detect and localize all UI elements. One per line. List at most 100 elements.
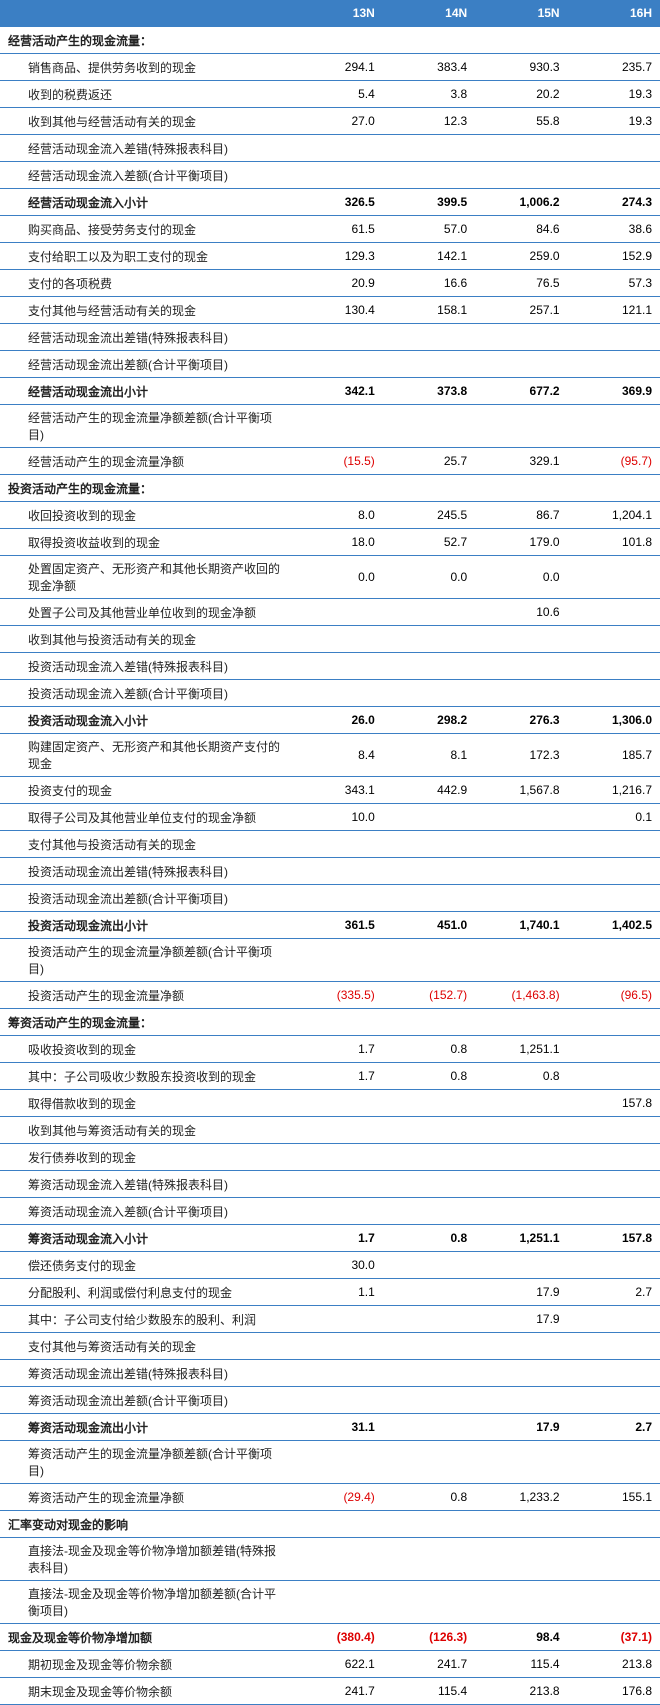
row-label: 投资活动现金流入差额(合计平衡项目) (0, 680, 290, 707)
cell (475, 405, 567, 448)
cell: 442.9 (383, 777, 475, 804)
cell (568, 324, 660, 351)
cell: 98.4 (475, 1624, 567, 1651)
cell: 276.3 (475, 707, 567, 734)
cell: 1.1 (290, 1279, 382, 1306)
table-row: 筹资活动产生的现金流量净额差额(合计平衡项目) (0, 1441, 660, 1484)
cell (290, 324, 382, 351)
cell: 158.1 (383, 297, 475, 324)
cell (475, 1441, 567, 1484)
cell: 342.1 (290, 378, 382, 405)
cell (475, 1581, 567, 1624)
cell (475, 1171, 567, 1198)
cell: 17.9 (475, 1306, 567, 1333)
table-row: 销售商品、提供劳务收到的现金294.1383.4930.3235.7 (0, 54, 660, 81)
cell: 1,251.1 (475, 1225, 567, 1252)
row-label: 其中：子公司吸收少数股东投资收到的现金 (0, 1063, 290, 1090)
cell: 930.3 (475, 54, 567, 81)
cell (383, 858, 475, 885)
cell (383, 1279, 475, 1306)
cell: 27.0 (290, 108, 382, 135)
cell: 19.3 (568, 81, 660, 108)
cell: 8.1 (383, 734, 475, 777)
row-label: 处置子公司及其他营业单位收到的现金净额 (0, 599, 290, 626)
row-label: 投资活动现金流出差错(特殊报表科目) (0, 858, 290, 885)
table-row: 取得投资收益收到的现金18.052.7179.0101.8 (0, 529, 660, 556)
cell (568, 858, 660, 885)
cell (383, 1333, 475, 1360)
row-label: 收回投资收到的现金 (0, 502, 290, 529)
cell: 329.1 (475, 448, 567, 475)
row-label: 筹资活动现金流出差错(特殊报表科目) (0, 1360, 290, 1387)
cell (290, 1387, 382, 1414)
row-label: 期初现金及现金等价物余额 (0, 1651, 290, 1678)
cell (568, 1360, 660, 1387)
table-row: 经营活动现金流入差错(特殊报表科目) (0, 135, 660, 162)
table-row: 收回投资收到的现金8.0245.586.71,204.1 (0, 502, 660, 529)
row-label: 投资活动现金流出差额(合计平衡项目) (0, 885, 290, 912)
header-col-3: 15N (475, 0, 567, 27)
table-row: 分配股利、利润或偿付利息支付的现金1.117.92.7 (0, 1279, 660, 1306)
row-label: 经营活动现金流出差错(特殊报表科目) (0, 324, 290, 351)
table-row: 支付其他与投资活动有关的现金 (0, 831, 660, 858)
cell (383, 27, 475, 54)
cell: 38.6 (568, 216, 660, 243)
cell: 57.0 (383, 216, 475, 243)
row-label: 支付其他与经营活动有关的现金 (0, 297, 290, 324)
row-label: 经营活动现金流出差额(合计平衡项目) (0, 351, 290, 378)
cell (475, 626, 567, 653)
table-row: 收到的税费返还5.43.820.219.3 (0, 81, 660, 108)
cell: 1,216.7 (568, 777, 660, 804)
table-row: 期末现金及现金等价物余额241.7115.4213.8176.8 (0, 1678, 660, 1705)
cell (568, 1581, 660, 1624)
cell (568, 680, 660, 707)
cell (568, 653, 660, 680)
row-label: 支付的各项税费 (0, 270, 290, 297)
cell (568, 1333, 660, 1360)
cell: 0.1 (568, 804, 660, 831)
row-label: 投资活动现金流入差错(特殊报表科目) (0, 653, 290, 680)
cell (290, 351, 382, 378)
cell (383, 626, 475, 653)
cell (568, 831, 660, 858)
cell: 20.9 (290, 270, 382, 297)
cell (383, 1252, 475, 1279)
cell (475, 1144, 567, 1171)
row-label: 其中：子公司支付给少数股东的股利、利润 (0, 1306, 290, 1333)
row-label: 取得借款收到的现金 (0, 1090, 290, 1117)
table-row: 支付的各项税费20.916.676.557.3 (0, 270, 660, 297)
cell (475, 1333, 567, 1360)
table-row: 吸收投资收到的现金1.70.81,251.1 (0, 1036, 660, 1063)
cell: 142.1 (383, 243, 475, 270)
cell (568, 885, 660, 912)
cell (290, 939, 382, 982)
cell (475, 1387, 567, 1414)
table-row: 经营活动产生的现金流量： (0, 27, 660, 54)
cell: 361.5 (290, 912, 382, 939)
row-label: 投资活动产生的现金流量净额 (0, 982, 290, 1009)
cell: 241.7 (383, 1651, 475, 1678)
header-blank (0, 0, 290, 27)
cell (383, 405, 475, 448)
cell: 57.3 (568, 270, 660, 297)
table-row: 筹资活动现金流出差额(合计平衡项目) (0, 1387, 660, 1414)
row-label: 偿还债务支付的现金 (0, 1252, 290, 1279)
cell (568, 626, 660, 653)
cell (290, 1538, 382, 1581)
cell (290, 885, 382, 912)
table-row: 投资活动现金流出小计361.5451.01,740.11,402.5 (0, 912, 660, 939)
cell: 259.0 (475, 243, 567, 270)
cell (568, 1036, 660, 1063)
cell (568, 405, 660, 448)
row-label: 经营活动产生的现金流量净额 (0, 448, 290, 475)
cell (568, 939, 660, 982)
cell: 677.2 (475, 378, 567, 405)
cell (568, 1009, 660, 1036)
cell: 326.5 (290, 189, 382, 216)
cell (568, 599, 660, 626)
cell (568, 1144, 660, 1171)
cell (475, 885, 567, 912)
cell (290, 1117, 382, 1144)
table-row: 汇率变动对现金的影响 (0, 1511, 660, 1538)
cell: 213.8 (475, 1678, 567, 1705)
